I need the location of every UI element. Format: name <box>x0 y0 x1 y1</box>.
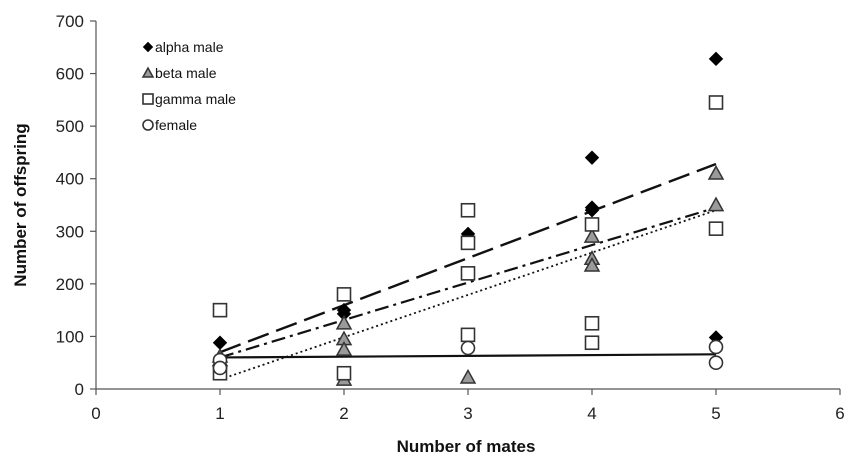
data-point <box>584 315 600 331</box>
x-tick-label: 0 <box>91 404 100 423</box>
legend-marker <box>142 93 154 105</box>
data-point <box>459 368 477 384</box>
y-tick-label: 0 <box>75 380 84 399</box>
data-points <box>211 51 725 386</box>
data-point <box>708 355 724 371</box>
series-gamma-male <box>212 95 724 381</box>
legend-item: alpha male <box>142 39 224 55</box>
x-tick-label: 2 <box>339 404 348 423</box>
legend-marker <box>142 41 154 53</box>
legend-item: beta male <box>141 65 217 81</box>
trendline-female <box>219 353 717 359</box>
legend-label: alpha male <box>155 39 224 55</box>
trendline-gamma-male <box>219 209 717 381</box>
data-point <box>584 203 600 218</box>
data-point <box>584 150 600 165</box>
data-point <box>212 335 228 350</box>
y-tick-label: 500 <box>56 117 84 136</box>
data-point <box>336 287 352 302</box>
data-point <box>335 341 353 356</box>
legend-item: female <box>142 117 197 133</box>
data-point <box>584 217 600 232</box>
data-point <box>708 339 724 355</box>
x-tick-label: 4 <box>587 404 596 423</box>
axes: 0 100 200 300 400 500 600 700 0 1 2 3 4 5 6 <box>56 12 844 423</box>
series-female <box>212 339 724 376</box>
x-tick-label: 3 <box>463 404 472 423</box>
legend-label: beta male <box>155 65 217 81</box>
data-point <box>212 360 228 376</box>
y-tick-label: 200 <box>56 275 84 294</box>
trendlines <box>219 162 717 381</box>
y-axis-title: Number of offspring <box>11 123 30 286</box>
x-axis-title: Number of mates <box>397 437 536 456</box>
data-point <box>707 164 725 180</box>
data-point <box>708 221 724 236</box>
series-alpha-male <box>212 51 724 350</box>
data-point <box>584 335 600 351</box>
x-tick-label: 1 <box>215 404 224 423</box>
trendline-beta-male <box>219 206 717 359</box>
y-tick-label: 400 <box>56 170 84 189</box>
y-tick-label: 300 <box>56 222 84 241</box>
legend-item: gamma male <box>142 91 236 107</box>
data-point <box>460 340 476 356</box>
legend-label: gamma male <box>155 91 236 107</box>
legend-marker <box>142 119 154 131</box>
data-point <box>335 314 353 330</box>
legend: alpha male beta male gamma male female <box>141 39 236 133</box>
legend-marker <box>141 66 155 78</box>
data-point <box>460 327 476 343</box>
data-point <box>336 365 352 381</box>
data-point <box>707 196 725 212</box>
data-point <box>460 266 476 281</box>
data-point <box>460 202 476 218</box>
data-point <box>583 227 601 243</box>
x-tick-label: 5 <box>711 404 720 423</box>
data-point <box>708 95 724 110</box>
data-point <box>460 235 476 251</box>
data-point <box>583 256 601 272</box>
y-tick-label: 600 <box>56 65 84 84</box>
y-tick-label: 700 <box>56 12 84 31</box>
data-point <box>212 302 228 318</box>
legend-label: female <box>155 117 197 133</box>
trendline-alpha-male <box>219 162 717 354</box>
x-tick-label: 6 <box>835 404 844 423</box>
data-point <box>708 51 724 67</box>
y-tick-label: 100 <box>56 327 84 346</box>
